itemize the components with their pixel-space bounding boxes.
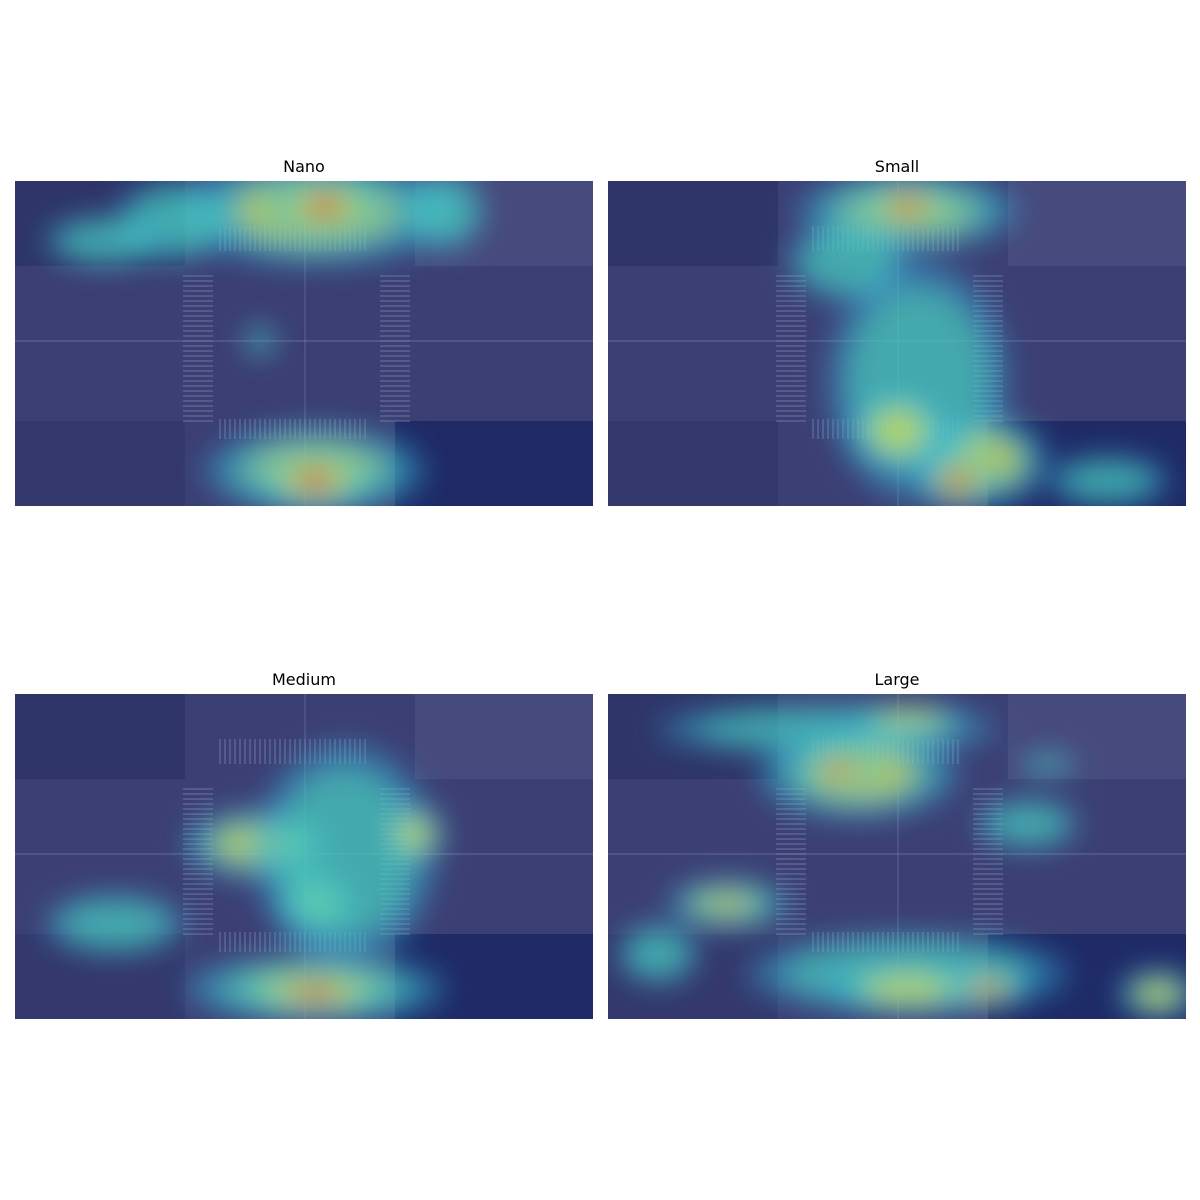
panel-title-nano: Nano bbox=[283, 157, 325, 176]
heatmap-panel-large bbox=[608, 694, 1186, 1019]
panel-title-small: Small bbox=[874, 157, 920, 176]
heatmap-panel-medium bbox=[15, 694, 593, 1019]
heatmap-panel-small bbox=[608, 181, 1186, 506]
heatmap-nano-svg bbox=[15, 181, 593, 506]
heatmap-small-svg bbox=[608, 181, 1186, 506]
panel-title-medium: Medium bbox=[272, 670, 336, 689]
heatmap-medium-svg bbox=[15, 694, 593, 1019]
panel-title-large: Large bbox=[874, 670, 920, 689]
heatmap-large-svg bbox=[608, 694, 1186, 1019]
heatmap-panel-nano bbox=[15, 181, 593, 506]
